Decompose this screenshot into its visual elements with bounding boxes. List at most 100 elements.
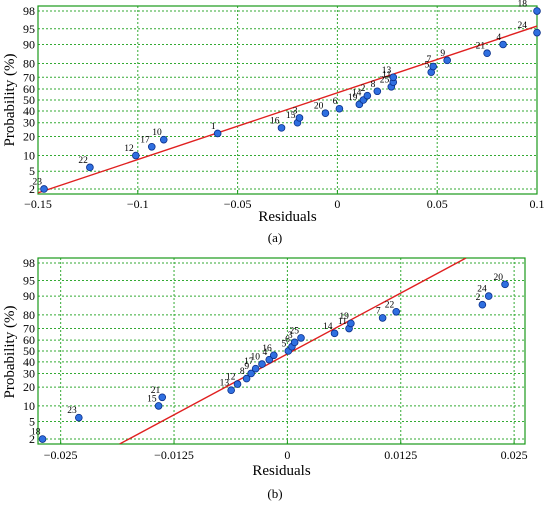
y-tick-label: 80 [23, 308, 35, 322]
data-point [321, 109, 330, 118]
data-point [297, 334, 305, 342]
x-tick-label: 0 [284, 448, 290, 462]
y-tick-label: 20 [23, 129, 35, 143]
data-point [251, 364, 260, 373]
data-point [258, 360, 266, 368]
data-point [154, 402, 163, 410]
data-point [38, 435, 47, 443]
point-label: 2 [476, 293, 481, 303]
gridlines [38, 6, 537, 194]
data-point [233, 380, 242, 388]
point-label: 10 [152, 128, 162, 138]
data-point [347, 319, 355, 328]
y-tick-label: 30 [23, 116, 35, 130]
x-tick-label: −0.05 [224, 197, 252, 211]
x-axis-label: Residuals [258, 209, 316, 225]
chart-panel-a: −0.15 −0.1 −0.05 0 0.05 0.1251020304050607080… [2, 0, 545, 225]
x-tick-label: −0.0125 [154, 448, 194, 462]
point-label: 1 [211, 122, 216, 132]
data-point [392, 307, 401, 316]
data-point [373, 87, 382, 96]
y-tick-label: 20 [23, 380, 35, 394]
point-label: 2 [361, 84, 366, 94]
data-point [159, 135, 168, 144]
point-label: 19 [339, 312, 349, 322]
y-tick-label: 90 [23, 289, 35, 303]
data-point [242, 374, 251, 383]
y-tick-label: 80 [23, 57, 35, 71]
point-label: 23 [67, 406, 77, 416]
point-label: 4 [496, 33, 501, 43]
point-label: 19 [348, 93, 358, 103]
y-tick-label: 98 [23, 4, 35, 18]
data-point [75, 413, 83, 422]
y-tick-label: 70 [23, 70, 35, 84]
y-tick-label: 50 [23, 93, 35, 107]
data-point [132, 151, 140, 160]
x-tick-label: 0.1 [530, 197, 545, 211]
point-label: 8 [240, 367, 245, 377]
data-point [40, 185, 48, 193]
x-axis-label: Residuals [252, 463, 310, 479]
point-label: 14 [352, 89, 362, 99]
data-point [533, 28, 541, 37]
data-point [330, 329, 339, 338]
y-tick-label: 40 [23, 355, 35, 369]
point-label: 3 [288, 331, 293, 341]
point-label: 4 [263, 348, 268, 358]
point-label: 20 [314, 102, 324, 112]
data-point [378, 314, 387, 322]
y-tick-label: 10 [23, 399, 35, 413]
chart-panel-b: −0.025 −0.0125 0 0.0125 0.025251020304050607… [2, 256, 528, 479]
y-tick-label: 30 [23, 366, 35, 380]
plot-frame [37, 5, 538, 195]
data-point [295, 114, 304, 122]
y-tick-label: 98 [23, 256, 35, 270]
y-tick-label: 70 [23, 322, 35, 336]
data-point [227, 386, 235, 395]
x-tick-label: 0 [334, 197, 340, 211]
point-label: 5 [282, 340, 287, 350]
point-label: 7 [426, 55, 431, 65]
y-tick-label: 5 [29, 414, 35, 428]
y-tick-label: 60 [23, 82, 35, 96]
x-tick-label: −0.025 [44, 448, 78, 462]
point-label: 24 [477, 285, 487, 295]
y-tick-label: 95 [23, 22, 35, 36]
x-tick-label: −0.15 [24, 197, 52, 211]
point-label: 11 [338, 317, 347, 327]
panel-b-caption: (b) [267, 486, 282, 501]
point-label: 24 [518, 21, 528, 31]
point-label: 8 [371, 80, 376, 90]
point-label: 17 [244, 357, 254, 367]
point-label: 16 [262, 344, 272, 354]
data-point [265, 355, 274, 364]
data-point [533, 7, 541, 15]
data-point [484, 292, 493, 300]
data-point [389, 73, 398, 82]
x-tick-label: 0.05 [427, 197, 448, 211]
y-tick-label: 90 [23, 37, 35, 51]
plot-frame [37, 257, 526, 445]
point-label: 6 [333, 97, 338, 107]
data-point [247, 369, 255, 378]
point-label: 12 [124, 144, 134, 154]
point-label: 17 [140, 135, 150, 145]
y-tick-label: 60 [23, 333, 35, 347]
point-label: 5 [424, 61, 429, 71]
point-label: 22 [385, 300, 395, 310]
point-label: 12 [226, 373, 236, 383]
data-point [290, 338, 299, 347]
fit-line [38, 25, 537, 194]
y-tick-label: 5 [29, 164, 35, 178]
data-point [158, 393, 167, 402]
data-point [483, 49, 491, 58]
point-label: 21 [151, 386, 161, 396]
y-tick-label: 2 [29, 432, 35, 446]
point-label: 18 [31, 428, 41, 438]
data-point [213, 129, 222, 138]
point-label: 25 [380, 75, 390, 85]
panel-a-caption: (a) [268, 230, 282, 245]
y-axis-label: Probability (%) [2, 54, 18, 147]
point-label: 7 [376, 306, 381, 316]
